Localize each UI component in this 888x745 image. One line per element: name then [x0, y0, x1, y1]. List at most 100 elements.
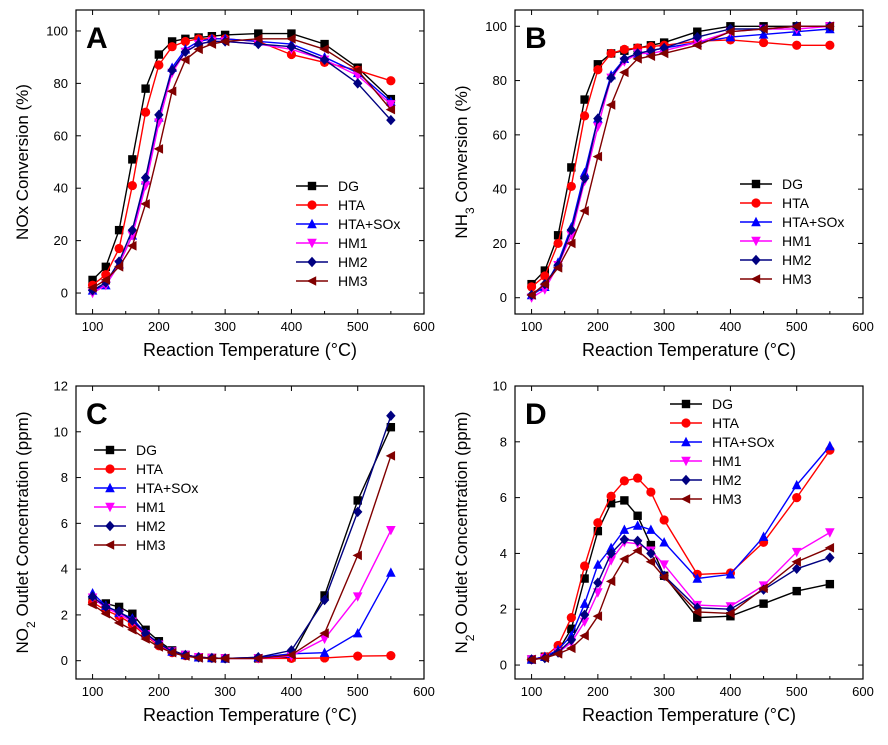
data-point-hta-d	[633, 473, 643, 483]
plot-frame-d	[514, 385, 864, 680]
x-tick-label-b: 500	[786, 319, 808, 334]
data-point-hta-sox-d	[579, 598, 590, 608]
series-hm3-b	[526, 21, 835, 300]
legend-label-hm2-a: HM2	[338, 254, 368, 270]
data-point-hm2-b	[606, 72, 616, 84]
legend-label-hm1-d: HM1	[712, 453, 742, 469]
series-hm3-c	[87, 451, 396, 664]
legend-marker-hm2-a	[307, 256, 317, 268]
data-point-hm1-a	[154, 118, 164, 128]
legend-marker-hm1-c	[105, 502, 115, 513]
data-point-hm3-c	[219, 653, 230, 664]
y-tick-label-b: 40	[493, 182, 507, 197]
data-point-hta-a	[386, 76, 396, 86]
data-point-hta-b	[553, 238, 563, 249]
data-point-hm3-d	[526, 654, 536, 665]
data-point-hm3-c	[352, 550, 362, 561]
data-point-hm2-a	[154, 109, 164, 121]
x-tick-label-d: 600	[852, 684, 874, 699]
plot-frame-a	[75, 9, 425, 315]
data-point-hm1-a	[140, 181, 151, 191]
data-point-dg-d	[620, 496, 629, 505]
data-point-hm3-c	[140, 634, 150, 644]
data-point-hm3-b	[692, 40, 702, 51]
panel-label-c: C	[86, 398, 108, 431]
legend-label-hm2-d: HM2	[712, 472, 742, 488]
x-tick-label-a: 500	[347, 319, 369, 334]
data-point-hta-b	[619, 44, 629, 54]
data-point-dg-d	[646, 540, 656, 550]
data-point-hm2-a	[180, 46, 191, 58]
data-point-hm2-a	[167, 65, 177, 76]
y-tick-label-a: 100	[46, 23, 68, 38]
legend-label-hm3-d: HM3	[712, 491, 742, 507]
data-point-hm3-d	[552, 649, 563, 659]
data-point-hm3-c	[206, 653, 217, 664]
data-point-hta-sox-c	[386, 567, 396, 577]
legend-label-hm2-b: HM2	[782, 252, 812, 268]
x-tick-label-d: 100	[521, 684, 543, 699]
data-point-dg-d	[567, 624, 576, 633]
x-tick-label-a: 100	[82, 319, 104, 334]
x-tick-label-a: 300	[214, 319, 236, 334]
data-point-hta-d	[646, 487, 656, 497]
x-axis-label-d: Reaction Temperature (°C)	[582, 705, 796, 725]
data-point-hm2-a	[193, 38, 204, 50]
data-point-dg-b	[580, 95, 589, 104]
series-line-dg-d	[531, 499, 831, 661]
y-axis-label-c: NO2 Outlet Concentration (ppm)	[13, 412, 38, 654]
legend-marker-hm1-a	[307, 238, 317, 249]
y-tick-label-b: 0	[500, 290, 507, 305]
data-point-hta-d	[606, 491, 616, 501]
legend-label-hta-sox-c: HTA+SOx	[136, 480, 198, 496]
data-point-hm3-d	[725, 608, 735, 619]
legend-marker-hm3-a	[306, 276, 317, 286]
legend-d: DG HTA HTA+SOx HM1 HM2 HM3	[670, 396, 774, 507]
data-point-hta-b	[825, 40, 835, 50]
data-point-hm3-a	[140, 199, 150, 209]
data-point-hta-a	[114, 243, 124, 254]
data-point-dg-c	[353, 496, 362, 505]
legend-marker-hm3-c	[104, 540, 115, 550]
data-point-hta-b	[566, 181, 576, 192]
panel-label-d: D	[525, 398, 547, 431]
data-point-hm2-c	[101, 601, 111, 613]
data-point-hta-d	[580, 561, 590, 571]
data-point-hm2-b	[579, 173, 590, 184]
data-point-hta-sox-d	[659, 537, 669, 547]
data-point-dg-a	[88, 275, 97, 285]
data-point-hm3-a	[113, 262, 124, 272]
series-hm3-a	[87, 34, 396, 293]
data-point-hm3-c	[166, 647, 177, 658]
legend-marker-dg-c	[105, 445, 115, 455]
legend-label-dg-c: DG	[136, 442, 157, 458]
legend-marker-hm2-b	[751, 254, 761, 266]
data-point-hta-sox-d	[725, 569, 736, 579]
data-point-hm2-c	[87, 591, 98, 602]
data-point-hm1-c	[352, 592, 363, 602]
x-tick-label-a: 600	[413, 319, 435, 334]
legend-label-hm3-a: HM3	[338, 273, 368, 289]
legend-marker-dg-b	[751, 179, 761, 189]
x-tick-label-c: 400	[281, 684, 303, 699]
series-line-hm3-b	[531, 25, 830, 296]
data-point-hta-b	[792, 40, 802, 50]
x-tick-label-a: 400	[281, 319, 303, 334]
data-point-hm2-c	[353, 506, 363, 518]
data-point-hm3-a	[87, 282, 97, 293]
y-tick-label-b: 60	[493, 127, 507, 142]
data-point-dg-d	[759, 599, 768, 608]
data-point-dg-b	[553, 231, 563, 240]
data-point-hta-sox-d	[646, 524, 656, 534]
data-point-hm2-d	[632, 535, 643, 547]
series-line-hm2-c	[92, 415, 392, 660]
data-point-hta-sox-d	[593, 559, 603, 569]
y-tick-label-b: 20	[493, 236, 507, 251]
data-point-hm2-a	[253, 38, 263, 50]
data-point-hm2-a	[127, 224, 138, 236]
data-point-hm3-b	[791, 21, 801, 32]
panel-a: 100 200 300 400 500 600 0 20 40 60 80 100 Reaction T…	[13, 9, 435, 360]
data-point-hm1-d	[825, 528, 835, 538]
data-point-hm2-a	[140, 172, 151, 183]
